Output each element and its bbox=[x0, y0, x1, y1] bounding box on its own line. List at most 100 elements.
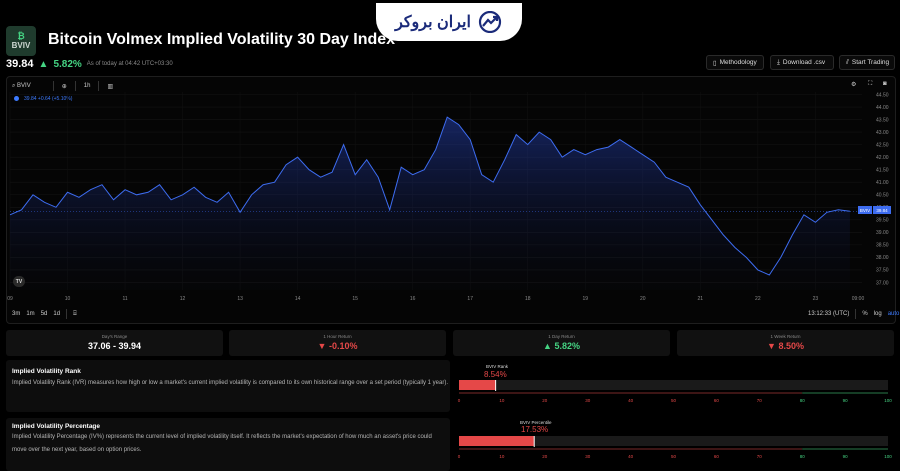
last-value-badge: 39.84 bbox=[873, 206, 891, 214]
meter-tick-label: 10 bbox=[499, 454, 505, 459]
x-tick-label: 13 bbox=[237, 296, 243, 302]
ivp-meter-bar: 0 10 20 30 40 50 60 70 80 90 100 bbox=[458, 436, 892, 459]
range-1m[interactable]: 1m bbox=[26, 311, 35, 317]
range-5d[interactable]: 5d bbox=[40, 311, 48, 317]
last-value-symbol: BVIV bbox=[858, 206, 872, 214]
meter-tick-label: 10 bbox=[499, 398, 505, 403]
chart-type-icon[interactable]: ▥ bbox=[107, 83, 114, 90]
as-of-timestamp: As of today at 04:42 UTC+03:30 bbox=[86, 61, 173, 67]
x-tick-label: 17 bbox=[467, 296, 473, 302]
down-arrow-icon: ▼ bbox=[767, 341, 776, 351]
x-tick-label: 22 bbox=[755, 296, 761, 302]
stat-1w-return: 1 Week Return ▼ 8.50% bbox=[677, 330, 894, 356]
down-arrow-icon: ▼ bbox=[317, 341, 327, 351]
meter-tick-label: 20 bbox=[542, 398, 548, 403]
divider bbox=[98, 81, 100, 91]
meter-label: BVIV Rank bbox=[486, 364, 509, 369]
x-tick-label: 16 bbox=[410, 296, 416, 302]
brand-name: ایران بروکر bbox=[395, 14, 471, 31]
meter-tick-label: 60 bbox=[714, 398, 720, 403]
stat-label: Day's Range bbox=[101, 334, 128, 339]
ivp-title: Implied Volatility Percentage bbox=[12, 423, 101, 430]
camera-icon[interactable]: ◙ bbox=[883, 81, 887, 87]
chart-toolbar: ⌕ BVIV ⊕ 1h ▥ bbox=[12, 81, 113, 91]
x-tick-label: 18 bbox=[525, 296, 531, 302]
stat-label: 1 Week Return bbox=[770, 334, 801, 339]
download-label: Download .csv bbox=[782, 59, 826, 66]
ivr-meter: BVIV Rank 8.54% 0 10 20 30 40 50 60 70 80 90 100 bbox=[454, 360, 894, 412]
percent-scale-button[interactable]: % bbox=[862, 311, 868, 317]
x-tick-label: 21 bbox=[698, 296, 704, 302]
chart-svg: 44.50 44.00 43.50 43.00 42.50 42.00 41.50 41.00… bbox=[7, 92, 889, 302]
x-tick-label: 20 bbox=[640, 296, 646, 302]
y-tick-label: 39.00 bbox=[876, 230, 889, 236]
y-tick-label: 44.00 bbox=[876, 105, 889, 111]
x-tick-label: 10 bbox=[65, 296, 71, 302]
document-icon: ▯ bbox=[713, 59, 717, 67]
y-tick-label: 43.00 bbox=[876, 130, 889, 136]
page-title: Bitcoin Volmex Implied Volatility 30 Day… bbox=[48, 31, 396, 48]
bviv-logo: ₿ BVIV bbox=[6, 26, 36, 56]
price-change: 5.82% bbox=[53, 58, 82, 70]
range-1d[interactable]: 1d bbox=[53, 311, 61, 317]
y-tick-label: 37.00 bbox=[876, 280, 889, 286]
up-arrow-icon: ▲ bbox=[543, 341, 552, 351]
logo-ticker: BVIV bbox=[11, 40, 31, 50]
stat-days-range: Day's Range 37.06 - 39.94 bbox=[6, 330, 223, 356]
date-range-icon[interactable]: ⌸ bbox=[73, 310, 77, 317]
x-axis: 09 10 11 12 13 14 15 16 17 18 19 20 21 22 23 09:00 bbox=[7, 296, 864, 302]
meter-tick-label: 40 bbox=[628, 398, 634, 403]
meter-label: BVIV Percentile bbox=[520, 420, 552, 425]
ivr-panel: Implied Volatility Rank Implied Volatili… bbox=[6, 360, 450, 412]
area-fill bbox=[10, 117, 850, 290]
stat-value: 37.06 - 39.94 bbox=[87, 341, 142, 351]
range-3m[interactable]: 3m bbox=[12, 311, 21, 317]
methodology-button[interactable]: ▯ Methodology bbox=[706, 55, 764, 70]
meter-tick-label: 80 bbox=[800, 454, 806, 459]
meter-tick-label: 30 bbox=[585, 398, 591, 403]
symbol-label: BVIV bbox=[17, 82, 31, 89]
series-legend: 39.84 +0.64 (+5.10%) bbox=[24, 96, 73, 102]
interval-button[interactable]: 1h bbox=[83, 83, 91, 89]
meter-tick-label: 20 bbox=[542, 454, 548, 459]
meter-tick-label: 80 bbox=[800, 398, 806, 403]
download-icon: ⤓ bbox=[777, 58, 780, 66]
ivp-panel: Implied Volatility Percentage Implied Vo… bbox=[6, 418, 450, 471]
fullscreen-icon[interactable]: ⛶ bbox=[868, 81, 873, 87]
utc-clock[interactable]: 13:12:33 (UTC) bbox=[808, 311, 850, 317]
add-compare-icon[interactable]: ⊕ bbox=[61, 83, 67, 90]
x-tick-label: 14 bbox=[295, 296, 301, 302]
stat-value: 8.50% bbox=[778, 341, 804, 351]
ivp-description: Implied Volatility Percentage (IV%) repr… bbox=[12, 434, 432, 453]
start-trading-button[interactable]: ⫽ Start Trading bbox=[839, 55, 895, 70]
meter-tick-label: 100 bbox=[884, 454, 892, 459]
log-scale-button[interactable]: log bbox=[873, 311, 882, 317]
meter-value: 17.53% bbox=[521, 425, 549, 434]
settings-icon[interactable]: ⚙ bbox=[851, 82, 857, 88]
tradingview-logo: TV bbox=[13, 276, 25, 287]
auto-scale-button[interactable]: auto bbox=[887, 311, 900, 317]
trend-up-icon bbox=[478, 11, 502, 33]
meter-tick-label: 30 bbox=[585, 454, 591, 459]
start-trading-label: Start Trading bbox=[851, 59, 890, 66]
meter-fill bbox=[459, 436, 535, 446]
stat-value: -0.10% bbox=[328, 341, 358, 351]
scale-controls: 13:12:33 (UTC) % log auto bbox=[808, 309, 899, 319]
y-tick-label: 42.00 bbox=[876, 155, 889, 161]
download-csv-button[interactable]: ⤓ Download .csv bbox=[770, 55, 834, 70]
price-row: 39.84 ▲ 5.82% As of today at 04:42 UTC+0… bbox=[6, 58, 173, 70]
meter-tick-label: 100 bbox=[884, 398, 892, 403]
stat-1d-return: 1 Day Return ▲ 5.82% bbox=[453, 330, 670, 356]
stat-label: 1 Day Return bbox=[548, 334, 575, 339]
stat-label: 1 Hour Return bbox=[323, 334, 352, 339]
meter-tick-label: 50 bbox=[671, 398, 677, 403]
divider bbox=[66, 309, 68, 319]
symbol-search[interactable]: ⌕ BVIV bbox=[12, 83, 31, 90]
x-tick-label: 19 bbox=[582, 296, 588, 302]
meter-tick-label: 90 bbox=[843, 454, 849, 459]
current-price: 39.84 bbox=[6, 58, 34, 70]
meter-tick-label: 0 bbox=[458, 454, 461, 459]
x-tick-label: 09 bbox=[7, 296, 13, 302]
y-tick-label: 40.50 bbox=[876, 193, 889, 199]
meter-tick-label: 90 bbox=[843, 398, 849, 403]
